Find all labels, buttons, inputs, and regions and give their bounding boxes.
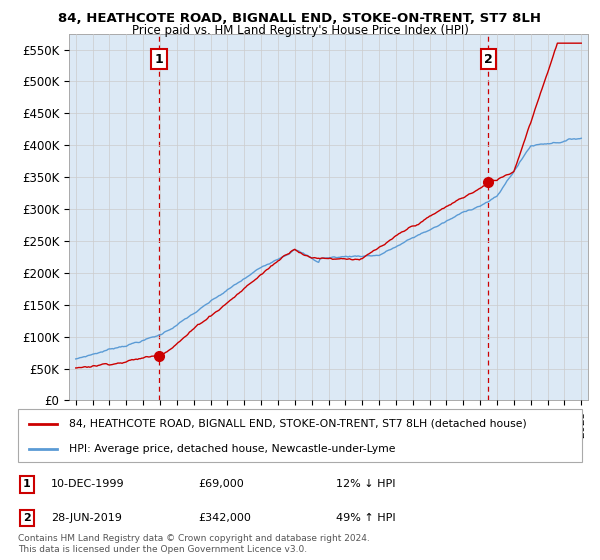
Text: HPI: Average price, detached house, Newcastle-under-Lyme: HPI: Average price, detached house, Newc…	[69, 444, 395, 454]
Text: Contains HM Land Registry data © Crown copyright and database right 2024.: Contains HM Land Registry data © Crown c…	[18, 534, 370, 543]
FancyBboxPatch shape	[18, 409, 582, 462]
Text: Price paid vs. HM Land Registry's House Price Index (HPI): Price paid vs. HM Land Registry's House …	[131, 24, 469, 36]
Text: 49% ↑ HPI: 49% ↑ HPI	[336, 513, 395, 523]
Text: £342,000: £342,000	[198, 513, 251, 523]
Text: 84, HEATHCOTE ROAD, BIGNALL END, STOKE-ON-TRENT, ST7 8LH (detached house): 84, HEATHCOTE ROAD, BIGNALL END, STOKE-O…	[69, 419, 527, 429]
Text: 12% ↓ HPI: 12% ↓ HPI	[336, 479, 395, 489]
Text: 1: 1	[155, 53, 163, 66]
Text: 84, HEATHCOTE ROAD, BIGNALL END, STOKE-ON-TRENT, ST7 8LH: 84, HEATHCOTE ROAD, BIGNALL END, STOKE-O…	[59, 12, 542, 25]
Text: 28-JUN-2019: 28-JUN-2019	[51, 513, 122, 523]
Text: This data is licensed under the Open Government Licence v3.0.: This data is licensed under the Open Gov…	[18, 545, 307, 554]
Text: 2: 2	[484, 53, 493, 66]
Text: 2: 2	[23, 513, 31, 523]
Text: £69,000: £69,000	[198, 479, 244, 489]
Text: 10-DEC-1999: 10-DEC-1999	[51, 479, 125, 489]
Text: 1: 1	[23, 479, 31, 489]
